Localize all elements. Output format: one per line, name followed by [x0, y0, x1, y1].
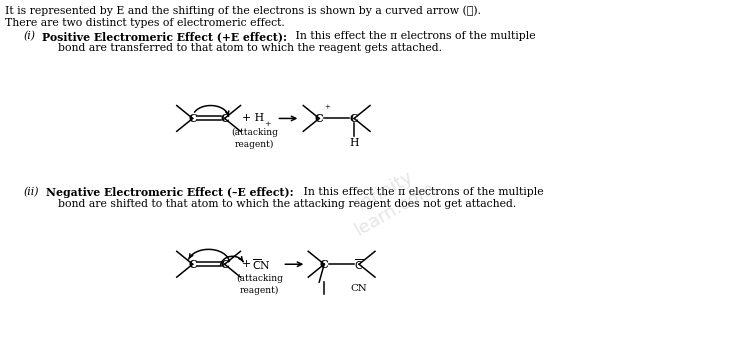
Text: +: + [324, 104, 330, 111]
Text: Positive Electromeric Effect (+E effect):: Positive Electromeric Effect (+E effect)… [42, 31, 287, 42]
Text: (attacking
reagent): (attacking reagent) [236, 274, 283, 295]
Text: CN: CN [351, 284, 367, 293]
Text: (ii): (ii) [23, 187, 39, 197]
Text: In this effect the π electrons of the multiple: In this effect the π electrons of the mu… [300, 187, 544, 197]
Text: bond are shifted to that atom to which the attacking reagent does not get attach: bond are shifted to that atom to which t… [58, 199, 517, 209]
Text: $\overline{\mathrm{C}}$: $\overline{\mathrm{C}}$ [354, 257, 363, 272]
Text: C: C [220, 113, 229, 124]
Text: +: + [243, 259, 255, 269]
Text: C: C [315, 113, 324, 124]
Text: Infinity
learn.com: Infinity learn.com [341, 160, 439, 239]
Text: It is represented by E and the shifting of the electrons is shown by a curved ar: It is represented by E and the shifting … [5, 5, 481, 16]
Text: There are two distinct types of electromeric effect.: There are two distinct types of electrom… [5, 18, 285, 28]
Text: + H: + H [243, 114, 264, 123]
Text: $\overline{\mathrm{C}}$N: $\overline{\mathrm{C}}$N [252, 257, 271, 272]
Text: Negative Electromeric Effect (–E effect):: Negative Electromeric Effect (–E effect)… [47, 187, 294, 198]
Text: +: + [264, 120, 271, 128]
Text: (attacking
reagent): (attacking reagent) [231, 128, 278, 149]
Text: C: C [320, 259, 329, 270]
Text: bond are transferred to that atom to which the reagent gets attached.: bond are transferred to that atom to whi… [58, 43, 442, 53]
Text: (i): (i) [23, 31, 35, 41]
Text: In this effect the π electrons of the multiple: In this effect the π electrons of the mu… [292, 31, 536, 41]
Text: H: H [349, 138, 359, 148]
Text: C: C [189, 259, 197, 270]
Text: C: C [350, 113, 358, 124]
Text: C: C [220, 259, 229, 270]
Text: C: C [189, 113, 197, 124]
